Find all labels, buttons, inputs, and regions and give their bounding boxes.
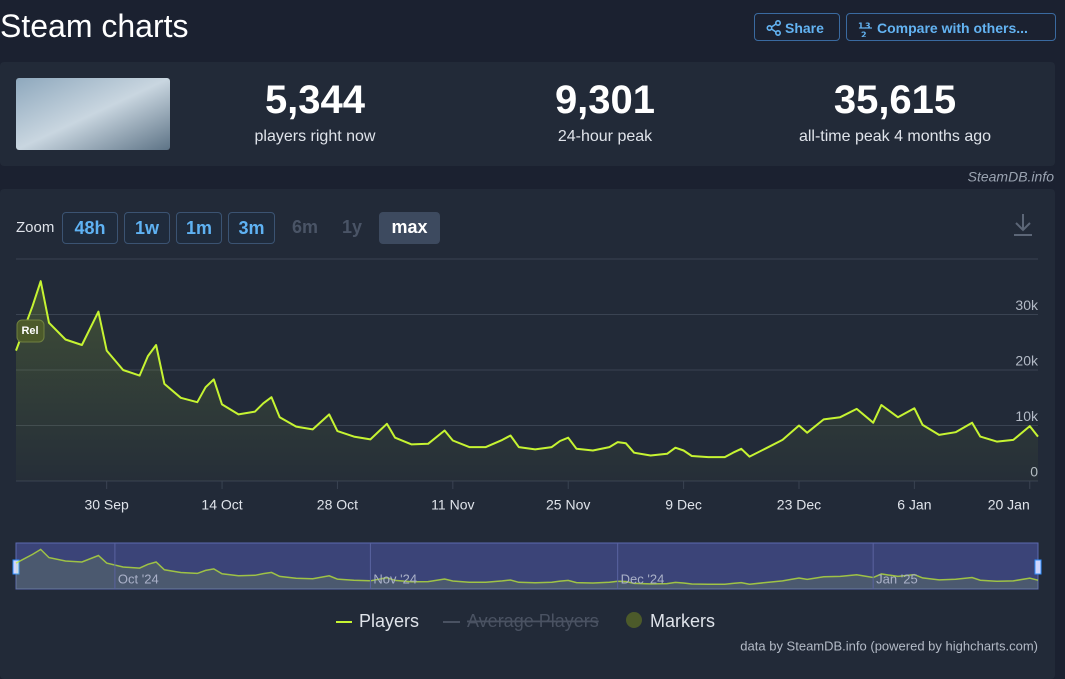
legend-label[interactable]: Average Players bbox=[467, 611, 599, 631]
navigator-label: Nov '24 bbox=[373, 571, 417, 586]
line bbox=[15, 280, 1039, 459]
zoom-button: 1y bbox=[341, 217, 363, 237]
game-capsule bbox=[16, 78, 170, 150]
zoom-button[interactable]: 1w bbox=[124, 212, 170, 244]
navigator-label: Oct '24 bbox=[118, 571, 159, 586]
zoom-button[interactable]: 48h bbox=[62, 212, 118, 244]
share-button[interactable]: Share bbox=[754, 13, 840, 41]
zoom-button: 6m bbox=[291, 217, 318, 237]
zoom-button[interactable]: 1m bbox=[176, 212, 222, 244]
legend-label[interactable]: Markers bbox=[650, 611, 715, 631]
y-tick-label: 30k bbox=[1015, 297, 1039, 313]
navigator-label: Jan '25 bbox=[876, 571, 918, 586]
credits: data by SteamDB.info (powered by highcha… bbox=[740, 638, 1038, 653]
zoom-button[interactable]: max bbox=[379, 212, 440, 244]
compare-icon: 1 32 bbox=[858, 22, 872, 38]
x-tick-label: 30 Sep bbox=[84, 497, 129, 513]
legend-label[interactable]: Players bbox=[359, 611, 419, 631]
stat-label: players right now bbox=[254, 128, 376, 145]
navigator-handle[interactable] bbox=[1034, 559, 1042, 575]
annotation-label: Rel bbox=[21, 325, 38, 337]
x-tick-label: 14 Oct bbox=[201, 497, 242, 513]
stat-label: all-time peak 4 months ago bbox=[798, 128, 992, 145]
download-icon[interactable] bbox=[1014, 214, 1032, 236]
stats-panel bbox=[0, 62, 1055, 166]
source: SteamDB.info bbox=[968, 169, 1055, 185]
navigator-area bbox=[16, 549, 1038, 589]
navigator-label: Dec '24 bbox=[621, 571, 665, 586]
annotation-marker bbox=[16, 319, 45, 343]
navigator-line bbox=[15, 548, 1039, 586]
page-title: Steam charts bbox=[0, 8, 189, 44]
x-tick-label: 23 Dec bbox=[777, 497, 821, 513]
navigator-bg bbox=[16, 543, 1038, 589]
share-label: Share bbox=[785, 20, 824, 36]
area bbox=[16, 281, 1038, 481]
stat-label: 24-hour peak bbox=[557, 128, 653, 145]
stat-value: 9,301 bbox=[554, 78, 656, 122]
share-icon bbox=[766, 20, 781, 36]
navigator-handle[interactable] bbox=[12, 559, 20, 575]
stat-value: 35,615 bbox=[833, 78, 957, 122]
legend-swatch bbox=[626, 612, 642, 628]
x-tick-label: 28 Oct bbox=[317, 497, 358, 513]
svg-text:1: 1 bbox=[858, 22, 864, 31]
x-tick-label: 6 Jan bbox=[897, 497, 931, 513]
compare-label: Compare with others... bbox=[877, 20, 1028, 36]
stat-value: 5,344 bbox=[264, 78, 366, 122]
x-tick-label: 20 Jan bbox=[988, 497, 1030, 513]
zoom-button[interactable]: 3m bbox=[228, 212, 275, 244]
y-tick-label: 20k bbox=[1015, 353, 1039, 369]
x-tick-label: 9 Dec bbox=[665, 497, 702, 513]
x-tick-label: 25 Nov bbox=[546, 497, 590, 513]
x-tick-label: 11 Nov bbox=[431, 497, 474, 513]
y-tick-label: 10k bbox=[1015, 408, 1039, 424]
zoom-label: Zoom bbox=[16, 219, 55, 236]
legend: Players Average Players Markers bbox=[336, 611, 715, 631]
svg-text:2: 2 bbox=[861, 31, 867, 38]
svg-text:3: 3 bbox=[865, 22, 871, 31]
navigator-selection bbox=[15, 542, 1039, 590]
